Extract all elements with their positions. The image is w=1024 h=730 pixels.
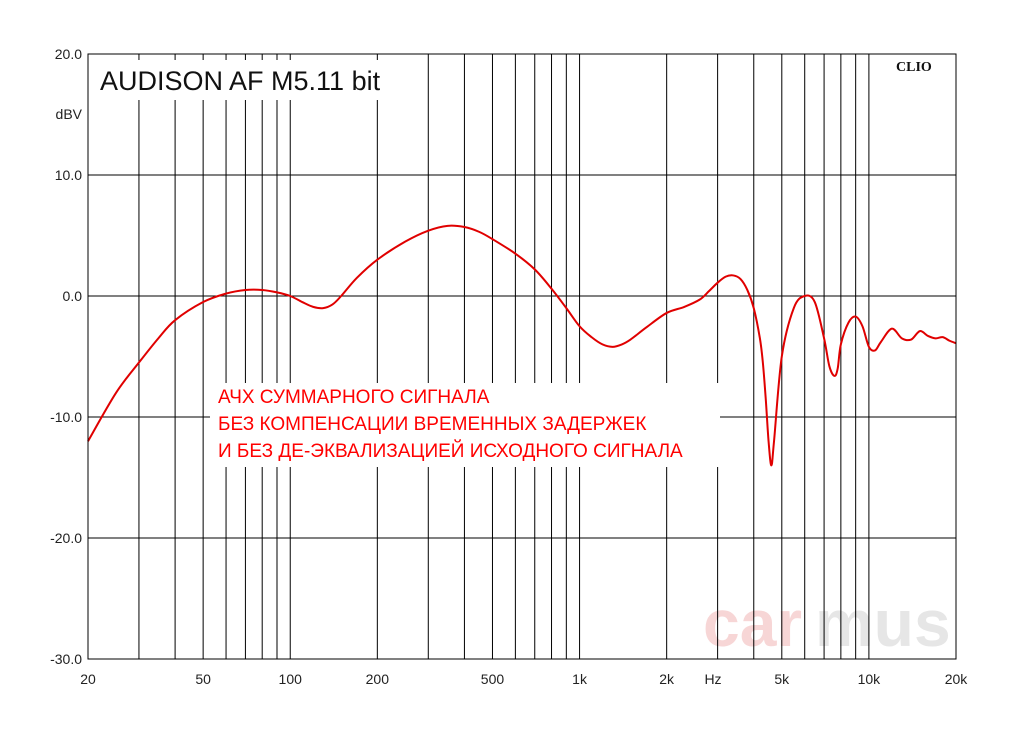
y-tick-label-2: 0.0 (63, 288, 83, 304)
y-axis-label: dBV (56, 106, 83, 122)
annotation-line-3: И БЕЗ ДЕ-ЭКВАЛИЗАЦИЕЙ ИСХОДНОГО СИГНАЛА (218, 440, 683, 462)
x-tick-label-5: 1k (572, 671, 588, 687)
x-tick-label-1: 50 (195, 671, 211, 687)
y-tick-label-1: 10.0 (55, 167, 82, 183)
brand-label: CLIO (896, 60, 932, 75)
watermark: car mus (703, 586, 951, 660)
annotation-line-1: АЧХ СУММАРНОГО СИГНАЛА (218, 387, 490, 408)
x-unit-label: Hz (704, 671, 721, 687)
watermark-part2: mus (815, 586, 951, 660)
annotation-line-2: БЕЗ КОМПЕНСАЦИИ ВРЕМЕННЫХ ЗАДЕРЖЕК (218, 414, 646, 435)
title-background (94, 60, 424, 100)
watermark-part1: car (703, 586, 802, 660)
x-tick-label-3: 200 (366, 671, 390, 687)
y-tick-label-4: -20.0 (50, 530, 82, 546)
brand-background (892, 58, 942, 76)
plot-frame (87, 53, 957, 660)
x-tick-label-2: 100 (279, 671, 303, 687)
x-tick-label-7: 5k (774, 671, 790, 687)
x-tick-label-6: 2k (659, 671, 675, 687)
annotation-background (210, 383, 720, 467)
axes: 20.0 10.0 0.0 -10.0 -20.0 -30.0 20 50 100 200 500 1… (50, 46, 968, 687)
y-tick-label-5: -30.0 (50, 651, 82, 667)
x-tick-label-8: 10k (858, 671, 882, 687)
curve-layer (87, 224, 957, 467)
chart-title: AUDISON AF M5.11 bit (100, 66, 381, 96)
y-tick-label-0: 20.0 (55, 46, 82, 62)
x-tick-label-9: 20k (945, 671, 969, 687)
x-tick-label-4: 500 (481, 671, 505, 687)
x-tick-label-0: 20 (80, 671, 96, 687)
response-curve-0 (87, 224, 957, 467)
y-tick-label-3: -10.0 (50, 409, 82, 425)
grid (88, 54, 956, 659)
